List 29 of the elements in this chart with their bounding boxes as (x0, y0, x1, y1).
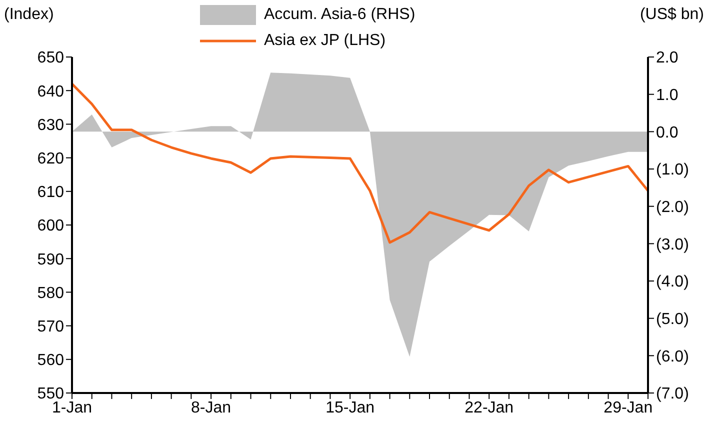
y-tick-label: 560 (37, 352, 64, 370)
y2-tick-label: (1.0) (656, 162, 689, 179)
y2-tick-label: 1.0 (656, 87, 678, 104)
y2-tick-label: (4.0) (656, 274, 689, 291)
y-tick-label: 650 (37, 50, 64, 67)
y-tick-label: 590 (37, 251, 64, 268)
y2-tick-label: (6.0) (656, 348, 689, 366)
y2-tick-label: (7.0) (656, 386, 689, 403)
x-tick-label: 22-Jan (464, 399, 514, 416)
y2-tick-label: 2.0 (656, 50, 678, 67)
y-tick-label: 600 (37, 218, 64, 235)
y2-axis-title: (US$ bn) (640, 6, 704, 24)
y2-tick-label: (3.0) (656, 236, 689, 254)
y2-tick-label: (5.0) (656, 311, 689, 328)
line-series (70, 82, 650, 244)
y-axis-title: (Index) (4, 6, 54, 24)
y-tick-label: 610 (37, 184, 64, 202)
x-tick-label: 29-Jan (604, 399, 653, 416)
y2-tick-label: (2.0) (656, 199, 689, 216)
y-tick-label: 620 (37, 150, 64, 168)
x-tick-label: 8-Jan (191, 399, 232, 416)
y-tick-label: 630 (37, 116, 64, 134)
legend-label: Accum. Asia-6 (RHS) (264, 6, 416, 24)
legend-label: Asia ex JP (LHS) (264, 32, 386, 50)
y2-tick-label: 0.0 (656, 124, 678, 142)
y-tick-label: 640 (37, 83, 64, 100)
y-tick-label: 570 (37, 318, 64, 336)
y-tick-label: 580 (37, 284, 64, 302)
x-tick-label: 15-Jan (326, 399, 375, 416)
